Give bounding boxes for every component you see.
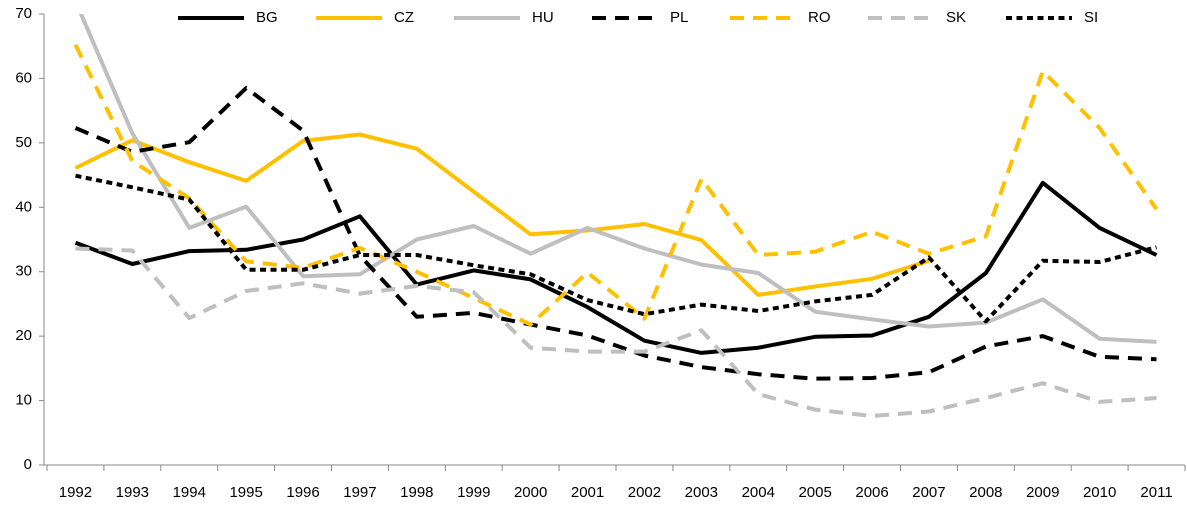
x-tick-label: 2002 — [628, 484, 661, 501]
legend-label: RO — [808, 9, 831, 26]
y-tick-label: 70 — [15, 5, 32, 22]
x-tick-label: 1994 — [173, 484, 206, 501]
y-tick-label: 20 — [15, 327, 32, 344]
x-tick-label: 1992 — [59, 484, 92, 501]
legend-label: SI — [1084, 9, 1098, 26]
x-tick-label: 2007 — [912, 484, 945, 501]
series-line — [74, 180, 1158, 355]
x-tick-label: 2001 — [571, 484, 604, 501]
x-tick-label: 1993 — [116, 484, 149, 501]
legend-label: PL — [670, 9, 688, 26]
y-tick-label: 30 — [15, 263, 32, 280]
series-line — [78, 14, 1157, 344]
series-line — [75, 246, 1157, 418]
x-tick-label: 2008 — [969, 484, 1002, 501]
y-tick-label: 0 — [24, 456, 32, 473]
x-tick-label: 2010 — [1083, 484, 1116, 501]
x-tick-label: 1997 — [343, 484, 376, 501]
x-tick-label: 1995 — [229, 484, 262, 501]
x-tick-label: 2011 — [1140, 484, 1172, 501]
legend-label: HU — [532, 9, 554, 26]
x-tick-label: 1999 — [457, 484, 490, 501]
y-tick-label: 10 — [15, 392, 32, 409]
x-tick-label: 1996 — [286, 484, 319, 501]
legend-label: SK — [946, 9, 966, 26]
plot-area — [73, 14, 1159, 418]
y-tick-label: 60 — [15, 69, 32, 86]
y-tick-label: 40 — [15, 198, 32, 215]
legend-label: BG — [256, 9, 278, 26]
x-tick-label: 2003 — [685, 484, 718, 501]
x-tick-label: 2004 — [742, 484, 775, 501]
x-tick-label: 2009 — [1026, 484, 1059, 501]
y-tick-label: 50 — [15, 134, 32, 151]
x-tick-label: 2000 — [514, 484, 547, 501]
x-tick-label: 2005 — [798, 484, 831, 501]
x-tick-label: 1998 — [400, 484, 433, 501]
legend-label: CZ — [394, 9, 414, 26]
series-line — [74, 86, 1157, 381]
series-line — [73, 44, 1159, 327]
x-tick-label: 2006 — [855, 484, 888, 501]
